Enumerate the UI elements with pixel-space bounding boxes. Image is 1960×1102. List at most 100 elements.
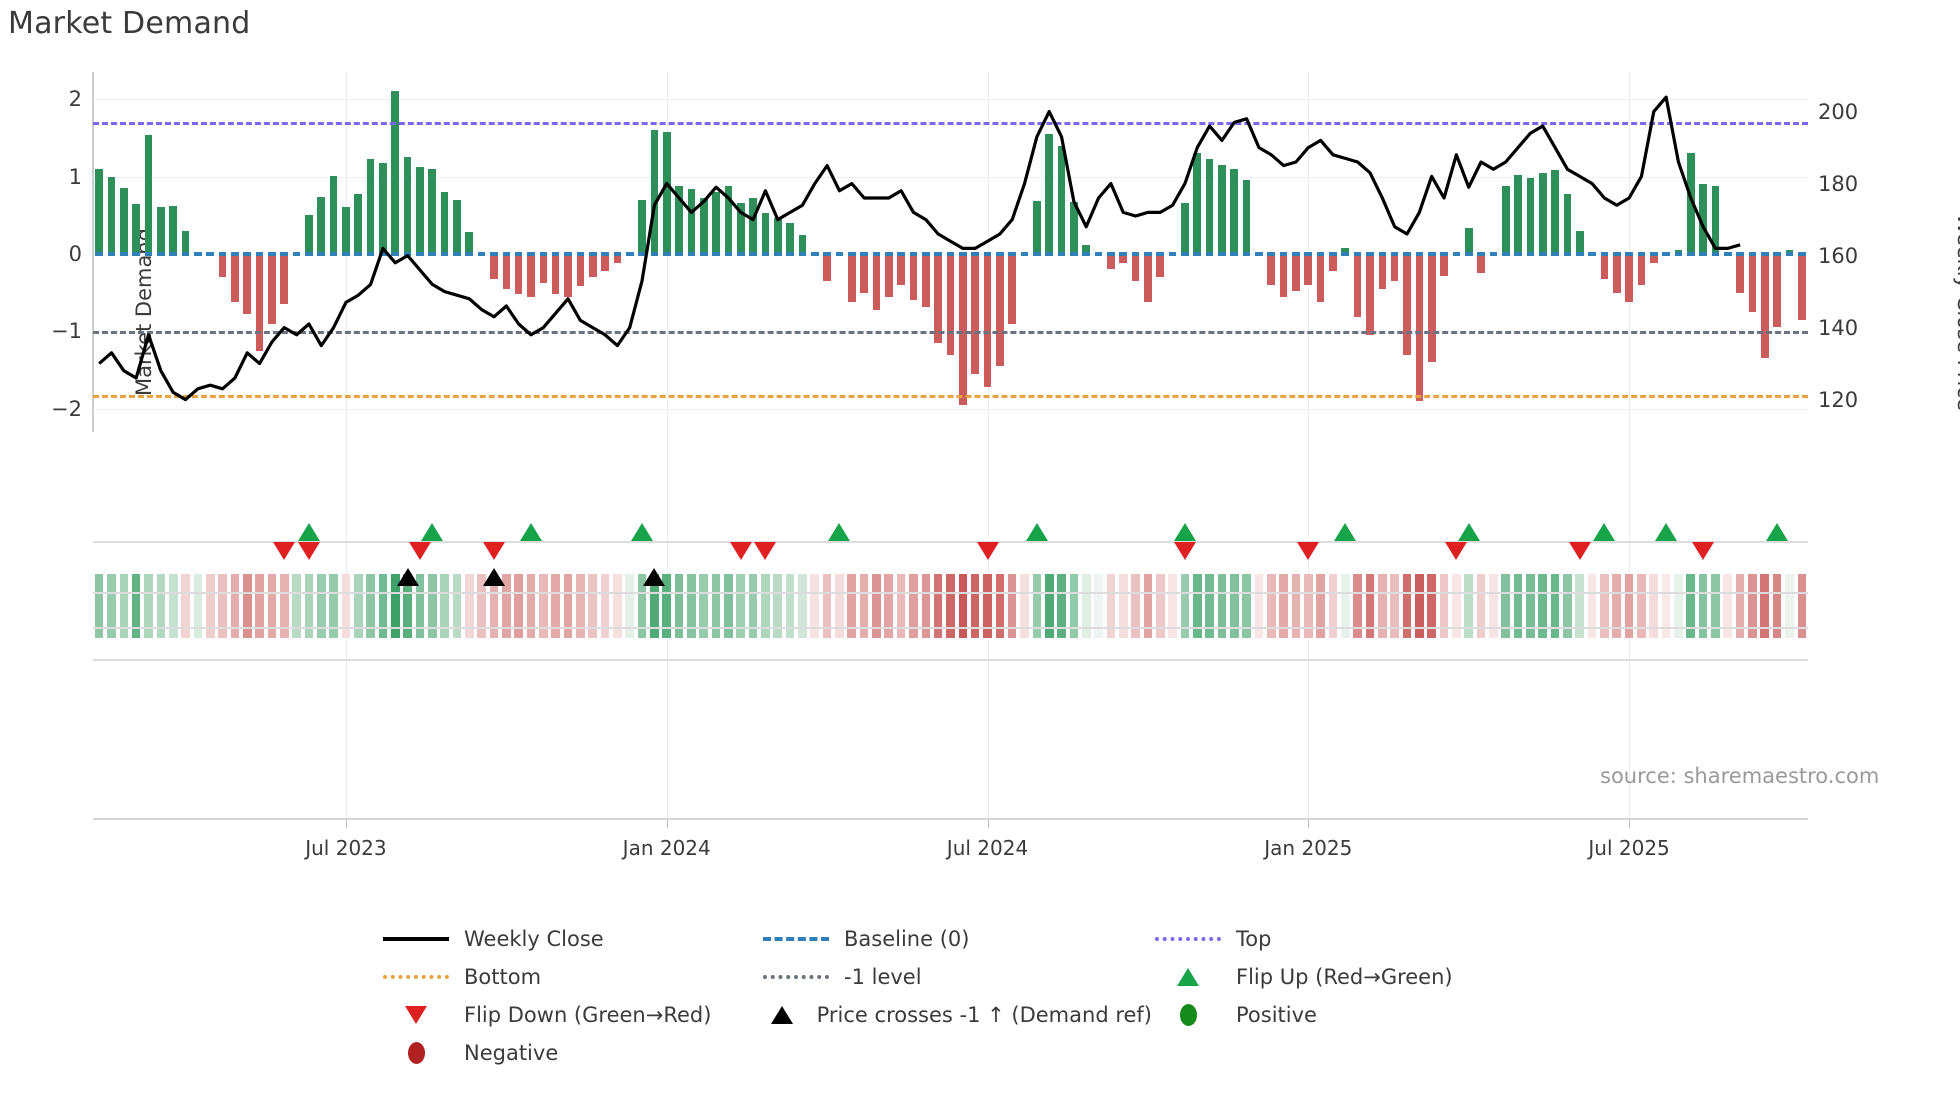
demand-bar	[786, 222, 794, 254]
demand-bar	[305, 215, 313, 254]
demand-bar	[268, 253, 276, 324]
baseline-segment	[1168, 251, 1177, 256]
demand-bar	[95, 168, 103, 254]
demand-bar	[1526, 178, 1535, 254]
demand-bar	[1181, 202, 1189, 254]
baseline-segment	[107, 251, 116, 256]
legend-item-weekly-close[interactable]: Weekly Close	[380, 920, 760, 958]
demand-bar	[921, 253, 930, 307]
demand-bar	[736, 202, 745, 254]
baseline-segment	[218, 251, 227, 256]
vertical-gridline	[666, 72, 668, 818]
demand-bar	[1501, 185, 1510, 254]
baseline-segment	[255, 251, 264, 256]
heatmap-cell	[810, 574, 820, 638]
demand-bar	[1131, 253, 1140, 282]
marker-row-line-upper	[93, 541, 1808, 543]
heatmap-cell	[563, 574, 573, 638]
demand-bar	[1649, 253, 1658, 264]
heatmap-cell	[625, 574, 634, 638]
demand-bar	[588, 253, 597, 278]
demand-bar	[1686, 153, 1695, 254]
legend-label: Flip Up (Red→Green)	[1236, 965, 1453, 989]
heatmap-cell	[637, 574, 647, 638]
demand-bar	[638, 199, 646, 254]
legend-item-flip-down[interactable]: Flip Down (Green→Red)	[380, 996, 760, 1034]
baseline-segment	[1205, 251, 1214, 256]
baseline-segment	[699, 251, 708, 256]
legend-item-top[interactable]: Top	[1152, 920, 1552, 958]
flip-up-marker	[828, 523, 851, 541]
demand-bar	[157, 207, 165, 254]
heatmap-cell	[699, 574, 709, 638]
heatmap-cell	[464, 574, 474, 638]
demand-bar	[662, 132, 671, 254]
demand-bar	[1760, 253, 1769, 359]
heatmap-cell	[1624, 574, 1634, 638]
baseline-segment	[120, 251, 128, 256]
demand-bar	[1366, 253, 1374, 336]
legend-item-flip-up[interactable]: Flip Up (Red→Green)	[1152, 958, 1552, 996]
legend-item-price-cross[interactable]: Price crosses -1 ↑ (Demand ref)	[760, 996, 1152, 1034]
reference-line-1-level	[93, 331, 1808, 335]
baseline-segment	[1366, 251, 1374, 256]
demand-bar	[169, 205, 177, 254]
baseline-segment	[514, 251, 523, 256]
heatmap-cell	[1637, 574, 1646, 638]
baseline-segment	[1736, 251, 1744, 256]
demand-bar	[712, 192, 720, 254]
baseline-segment	[1119, 251, 1128, 256]
demand-bar	[613, 253, 622, 264]
y-tick-right: 140	[1818, 315, 1859, 340]
heatmap-cell	[1526, 574, 1535, 638]
heatmap-cell	[1439, 574, 1449, 638]
baseline-segment	[650, 251, 659, 256]
baseline-segment	[169, 251, 177, 256]
heatmap-cell	[1020, 574, 1029, 638]
flip-down-marker	[1173, 542, 1196, 560]
legend-item-negative[interactable]: Negative	[380, 1034, 760, 1072]
x-tick-mark	[345, 818, 347, 828]
heatmap-cell	[1242, 574, 1251, 638]
baseline-segment	[625, 251, 634, 256]
heatmap-cell	[477, 574, 486, 638]
y-tick-left: 0	[68, 241, 82, 266]
heatmap-cell	[761, 574, 770, 638]
legend-item-baseline[interactable]: Baseline (0)	[760, 920, 1152, 958]
y-axis-left-ticks: 2 1 0 −1 −2	[20, 0, 82, 1102]
demand-bar	[551, 253, 560, 295]
baseline-segment	[527, 251, 535, 256]
triangle-down-icon	[380, 1006, 452, 1024]
heatmap-cell	[884, 574, 894, 638]
heatmap-cell	[1674, 574, 1683, 638]
legend-item-bottom[interactable]: Bottom	[380, 958, 760, 996]
flip-up-marker	[1334, 523, 1357, 541]
baseline-segment	[1760, 251, 1769, 256]
heatmap-cell	[1563, 574, 1572, 638]
marker-row-line-3	[93, 627, 1808, 629]
baseline-segment	[1255, 251, 1263, 256]
y-tick-right: 200	[1818, 99, 1859, 124]
legend-item-positive[interactable]: Positive	[1152, 996, 1552, 1034]
flip-down-marker	[273, 542, 296, 560]
horizontal-gridline	[93, 408, 1808, 410]
demand-bar	[699, 198, 708, 254]
triangle-up-icon	[1152, 968, 1224, 986]
legend-item-minus-one-level[interactable]: -1 level	[760, 958, 1152, 996]
heatmap-cell	[748, 574, 758, 638]
baseline-segment	[1070, 251, 1078, 256]
demand-bar	[1514, 174, 1522, 254]
demand-bar	[317, 197, 326, 254]
baseline-segment	[613, 251, 622, 256]
heatmap-cell	[1328, 574, 1338, 638]
heatmap-cell	[970, 574, 980, 638]
baseline-segment	[1501, 251, 1510, 256]
demand-bar	[1699, 184, 1707, 254]
legend-label: Negative	[464, 1041, 559, 1065]
chart-legend: Weekly Close Baseline (0) Top Bottom -1 …	[380, 920, 1780, 1072]
heatmap-cell	[859, 574, 869, 638]
demand-bar	[1711, 185, 1720, 254]
heatmap-cell	[156, 574, 166, 638]
baseline-segment	[403, 251, 412, 256]
